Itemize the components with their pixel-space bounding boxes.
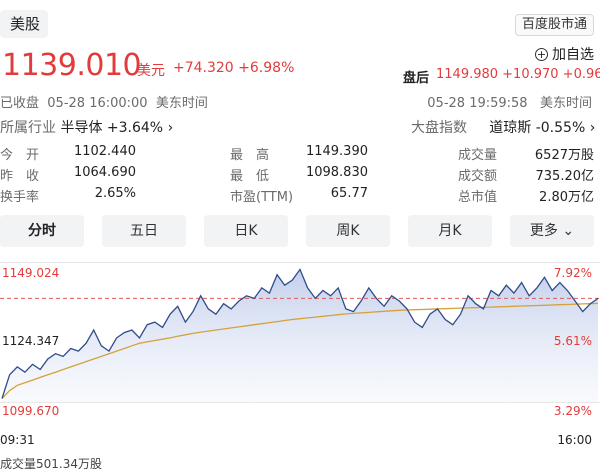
industry-link[interactable]: 所属行业 半导体 +3.64% ›: [0, 117, 173, 137]
high-value: 1149.390: [305, 144, 368, 159]
y-axis-right-tick: 7.92%: [553, 266, 592, 280]
prev-close-value: 1064.690: [73, 165, 136, 180]
chevron-down-icon: ⌄: [562, 223, 575, 239]
tab-more[interactable]: 更多 ⌄: [510, 215, 594, 247]
chevron-right-icon: ›: [589, 120, 596, 136]
x-axis-tick-start: 09:31: [0, 433, 35, 447]
open-label: 今 开: [0, 148, 40, 163]
after-hours-time: 05-28 19:59:58 美东时间: [427, 92, 592, 111]
price-change-pct: +6.98%: [238, 60, 295, 76]
market-cap-label: 总市值: [458, 190, 498, 205]
tab-daily-k[interactable]: 日K: [204, 215, 288, 247]
market-status: 已收盘 05-28 16:00:00 美东时间: [0, 92, 208, 111]
market-cap-value: 2.80万亿: [539, 190, 594, 205]
tab-more-label: 更多: [529, 223, 558, 239]
chevron-right-icon: ›: [167, 120, 174, 136]
price-change-value: +74.320: [173, 60, 234, 76]
volume-value: 6527万股: [534, 148, 594, 163]
tab-five-day[interactable]: 五日: [102, 215, 186, 247]
turnover-value: 735.20亿: [535, 169, 595, 184]
turnover-rate-label: 换手率: [0, 190, 40, 205]
pe-value: 65.77: [330, 186, 368, 201]
after-timezone: 美东时间: [539, 96, 592, 111]
tab-monthly-k[interactable]: 月K: [408, 215, 492, 247]
status-text: 已收盘: [0, 96, 40, 111]
industry-value: 半导体 +3.64%: [60, 120, 164, 136]
price-change: +74.320 +6.98%: [173, 60, 294, 76]
currency-label: 美元: [137, 63, 165, 79]
low-value: 1098.830: [305, 165, 368, 180]
market-tab-us[interactable]: 美股: [0, 10, 49, 38]
stock-connect-button[interactable]: 百度股市通: [514, 14, 594, 36]
x-axis-tick-end: 16:00: [557, 433, 592, 447]
turnover-label: 成交额: [458, 169, 498, 184]
pe-label: 市盈(TTM): [230, 190, 294, 205]
y-axis-left-tick: 1149.024: [2, 266, 60, 280]
plus-circle-icon: +: [535, 47, 548, 61]
volume-label: 成交量: [458, 148, 498, 163]
volume-summary: 成交量501.34万股: [0, 457, 102, 471]
current-price: 1139.010: [2, 48, 142, 83]
intraday-chart[interactable]: [0, 262, 600, 422]
price-area: [2, 269, 598, 402]
y-axis-left-tick: 1099.670: [2, 404, 60, 418]
y-axis-right-tick: 5.61%: [553, 334, 592, 348]
add-watchlist-button[interactable]: + 加自选: [535, 44, 594, 64]
high-label: 最 高: [230, 148, 270, 163]
low-label: 最 低: [230, 169, 270, 184]
turnover-rate-value: 2.65%: [94, 186, 136, 201]
price-line: [1, 268, 599, 399]
after-hours-label: 盘后: [403, 71, 430, 86]
y-axis-left-tick: 1124.347: [2, 334, 60, 348]
tab-weekly-k[interactable]: 周K: [306, 215, 390, 247]
close-time: 05-28 16:00:00: [47, 96, 148, 111]
after-hours-value: 1149.980 +10.970 +0.96%: [436, 67, 600, 82]
prev-close-label: 昨 收: [0, 169, 40, 184]
index-label: 大盘指数: [411, 120, 467, 136]
close-timezone: 美东时间: [155, 96, 208, 111]
tab-intraday[interactable]: 分时: [0, 215, 84, 247]
average-price-line: [1, 302, 599, 399]
industry-label: 所属行业: [0, 120, 56, 136]
after-time: 05-28 19:59:58: [427, 96, 528, 111]
index-link[interactable]: 大盘指数 道琼斯 -0.55% ›: [411, 117, 595, 137]
add-watchlist-label: 加自选: [552, 47, 594, 63]
y-axis-right-tick: 3.29%: [553, 404, 592, 418]
open-value: 1102.440: [73, 144, 136, 159]
index-value: 道琼斯 -0.55%: [489, 120, 586, 136]
